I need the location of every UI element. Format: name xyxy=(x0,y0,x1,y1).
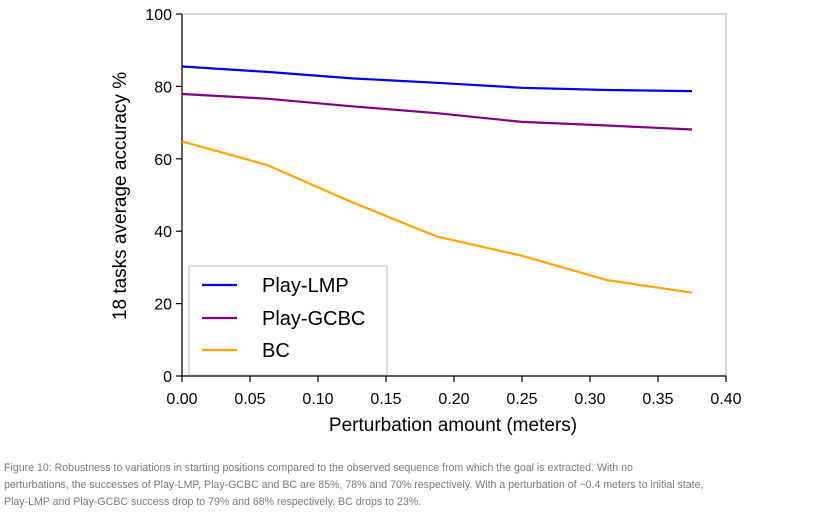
caption-line-1: Figure 10: Robustness to variations in s… xyxy=(4,462,633,474)
x-tick-label: 0.40 xyxy=(710,391,741,408)
x-tick-label: 0.20 xyxy=(438,391,469,408)
x-tick-label: 0.05 xyxy=(234,391,265,408)
y-tick-label: 60 xyxy=(154,152,172,169)
caption-line-3: Play-LMP and Play-GCBC success drop to 7… xyxy=(4,496,422,508)
y-axis-title: 18 tasks average accuracy % xyxy=(110,72,131,320)
x-axis-title: Perturbation amount (meters) xyxy=(329,415,577,436)
y-tick-label: 0 xyxy=(163,369,172,386)
line-chart: 18 tasks average accuracy % Perturbation… xyxy=(110,7,742,436)
series-line-bc xyxy=(181,140,693,294)
x-tick-label: 0.00 xyxy=(166,391,197,408)
legend-label-play-gcbc: Play-GCBC xyxy=(262,308,365,330)
x-tick-label: 0.15 xyxy=(370,391,401,408)
series-lines xyxy=(181,65,693,294)
legend-label-play-lmp: Play-LMP xyxy=(262,275,349,297)
figure-caption: Figure 10: Robustness to variations in s… xyxy=(4,460,836,511)
caption-line-2: perturbations, the successes of Play-LMP… xyxy=(4,479,704,491)
legend: Play-LMP Play-GCBC BC xyxy=(188,265,388,376)
series-line-play-gcbc xyxy=(181,92,693,131)
y-axis-title-wrapper: 18 tasks average accuracy % xyxy=(110,72,131,320)
series-line-play-lmp xyxy=(181,65,693,93)
x-tick-label: 0.25 xyxy=(506,391,537,408)
y-tick-label: 80 xyxy=(154,79,172,96)
y-tick-label: 20 xyxy=(154,297,172,314)
y-tick-label: 40 xyxy=(154,224,172,241)
x-tick-label: 0.35 xyxy=(642,391,673,408)
y-axis: 0 20 40 60 80 100 xyxy=(145,7,182,386)
x-tick-label: 0.10 xyxy=(302,391,333,408)
y-tick-label: 100 xyxy=(145,7,172,24)
legend-label-bc: BC xyxy=(262,340,290,362)
x-axis: 0.00 0.05 0.10 0.15 0.20 0.25 0.30 0.35 0.40 xyxy=(166,376,742,408)
x-tick-label: 0.30 xyxy=(574,391,605,408)
